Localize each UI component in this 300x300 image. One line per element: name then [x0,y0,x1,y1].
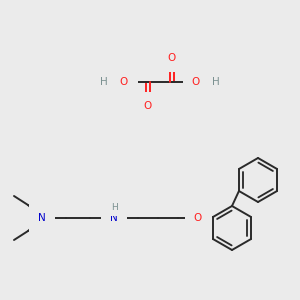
Text: O: O [120,77,128,87]
Text: O: O [144,101,152,111]
Text: O: O [194,213,202,223]
Text: H: H [212,77,220,87]
Text: H: H [111,202,117,211]
Text: N: N [110,213,118,223]
Text: O: O [168,53,176,63]
Text: H: H [100,77,108,87]
Text: N: N [38,213,46,223]
Text: O: O [192,77,200,87]
